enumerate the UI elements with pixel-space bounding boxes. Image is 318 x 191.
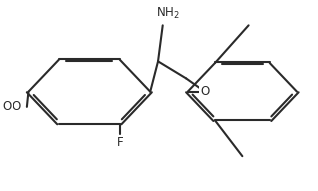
Text: O: O — [2, 100, 11, 113]
Text: O: O — [11, 100, 21, 113]
Text: O: O — [200, 85, 210, 98]
Text: F: F — [116, 136, 123, 149]
Text: NH$_2$: NH$_2$ — [156, 6, 179, 21]
